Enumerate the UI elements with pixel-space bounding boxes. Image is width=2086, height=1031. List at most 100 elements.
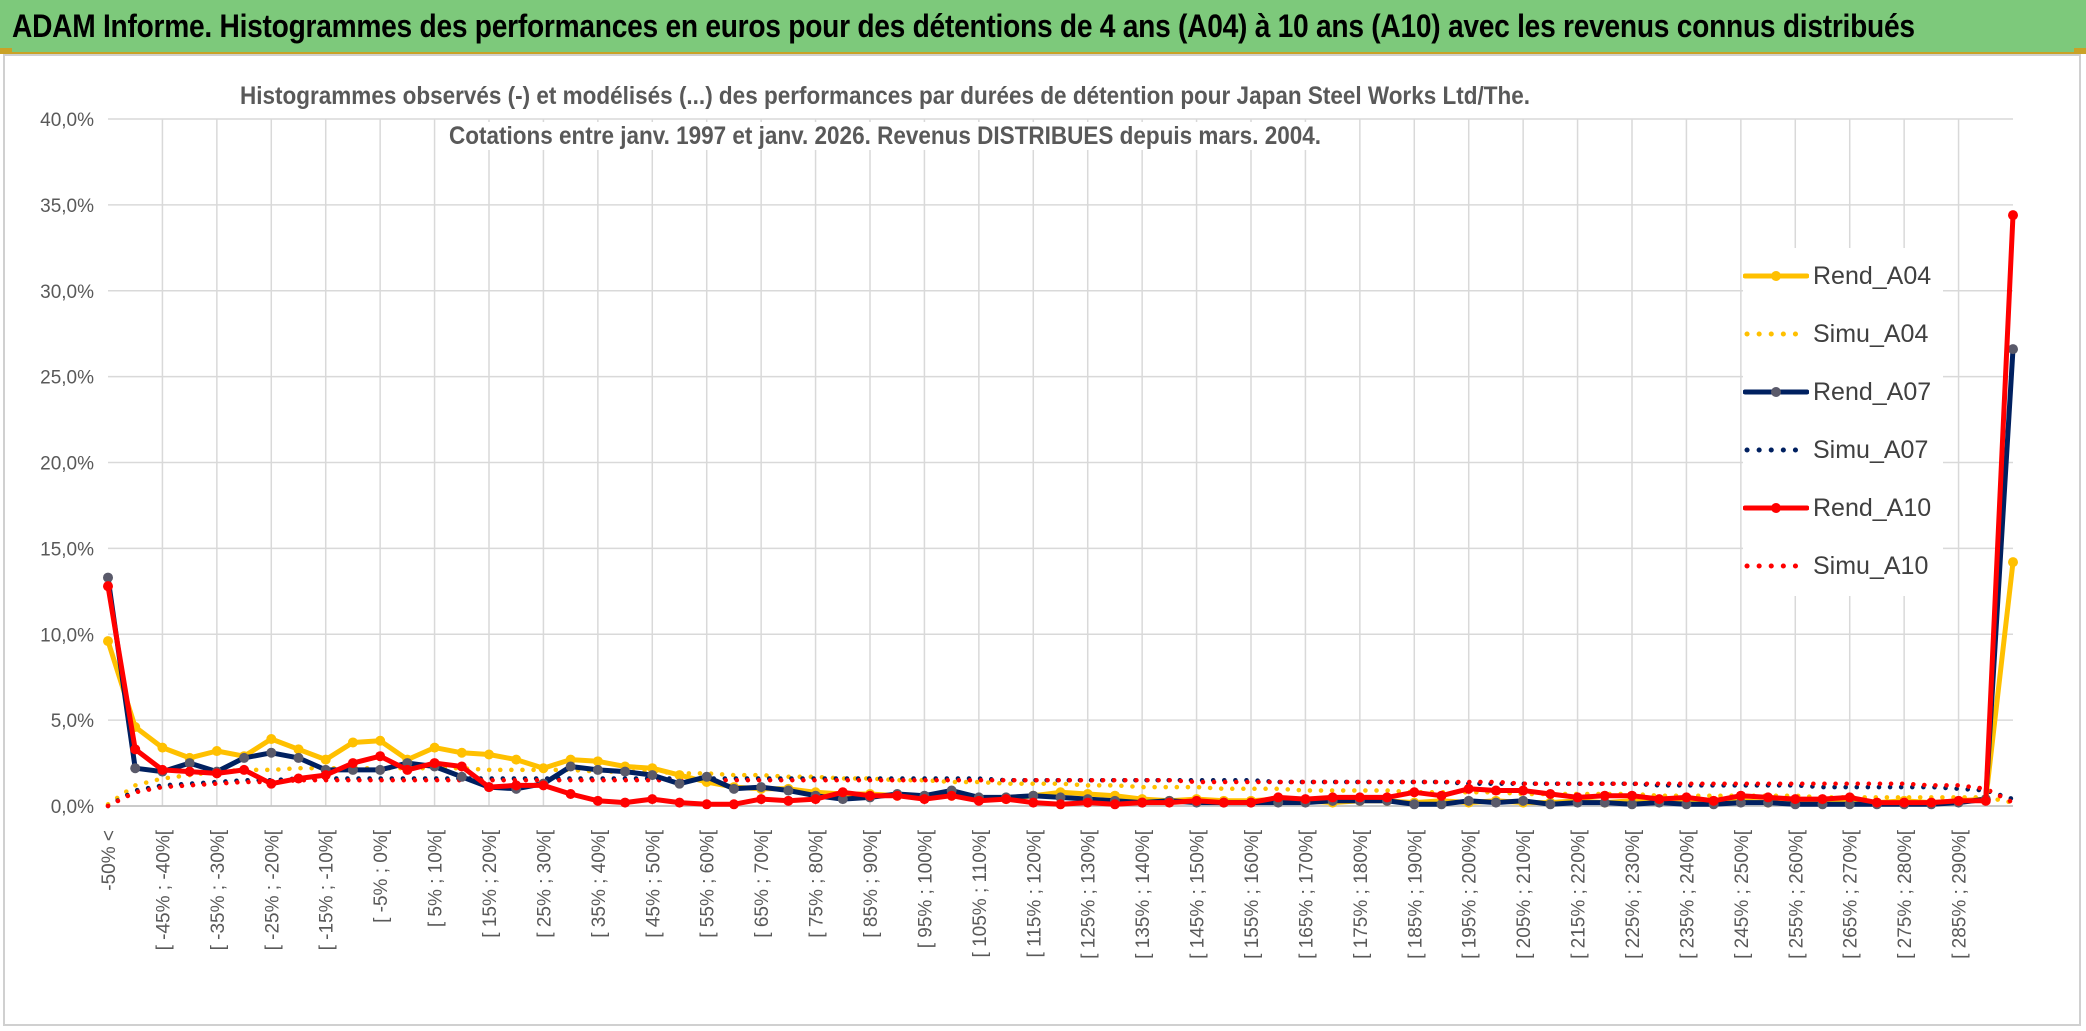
legend-item-simu-a10: Simu_A10 [1743,538,1943,596]
data-point [293,773,304,784]
x-tick-label: [ 145% ; 150%[ [1188,829,1209,959]
data-point [1790,794,1801,805]
data-point [1273,792,1284,803]
data-point [484,782,494,793]
data-point [1137,797,1148,808]
data-point [103,581,113,592]
data-point [266,747,277,758]
data-point [2008,210,2018,221]
x-tick-label: [ 5% ; 10%[ [426,829,447,927]
data-point [511,780,522,791]
legend-swatch-rend-a10 [1743,503,1809,513]
data-point [1436,799,1447,810]
x-tick-label: [ 115% ; 120%[ [1024,829,1045,957]
x-tick-label: [ 55% ; 60%[ [698,829,719,937]
data-point [429,758,440,769]
data-point [592,756,603,767]
data-point [1708,795,1719,806]
data-point [674,778,685,789]
data-point [157,764,168,775]
data-point [1844,792,1855,803]
legend-item-simu-a07: Simu_A07 [1743,422,1943,480]
x-tick-label: [ 105% ; 110%[ [970,829,991,957]
x-tick-label: [ 75% ; 80%[ [807,829,828,937]
data-point [1218,797,1229,808]
data-point [1191,795,1202,806]
x-tick-label: [ -45% ; -40%[ [153,829,174,950]
data-point [375,751,386,762]
series-rend-a10 [103,210,2018,810]
data-point [620,797,631,808]
data-point [2008,557,2018,568]
data-point [293,752,304,763]
data-point [592,795,603,806]
data-point [1844,799,1855,810]
y-tick-label: 15,0% [40,539,94,560]
data-point [674,770,685,781]
series-layer [103,210,2018,810]
data-point [865,790,875,801]
horizontal-gridlines [108,118,2013,807]
data-point [429,742,440,753]
histogram-chart: 0,0% 5,0% 10,0% 15,0% 20,0% 25,0% 30,0% 35,0% 40… [40,110,2018,959]
data-point [347,758,358,769]
x-tick-label: [ 275% ; 280%[ [1895,829,1916,959]
data-point [946,790,957,801]
x-tick-label: [ 125% ; 130%[ [1079,829,1100,959]
data-point [1001,794,1012,805]
y-tick-label: 30,0% [40,282,94,303]
x-tick-label: [ -5% ; 0%[ [371,829,392,923]
data-point [157,742,168,753]
data-point [375,735,386,746]
x-tick-label: [ -15% ; -10%[ [317,829,338,950]
data-point [239,764,250,775]
data-point [1518,785,1529,796]
data-point [2008,344,2018,355]
data-point [1654,794,1665,805]
data-point [1817,794,1828,805]
data-point [1028,790,1039,801]
data-point [783,785,794,796]
data-point [1899,797,1910,808]
data-point [211,746,222,757]
data-point [1926,797,1937,808]
data-point [484,749,494,760]
data-point [184,758,195,769]
data-point [810,794,821,805]
data-point [565,761,576,772]
data-point [1763,792,1774,803]
data-point [1545,788,1556,799]
data-point [1327,792,1338,803]
data-point [1409,799,1420,810]
data-point [211,768,222,779]
y-tick-label: 35,0% [40,196,94,217]
data-point [1599,790,1610,801]
data-point [1382,792,1393,803]
data-point [1028,797,1039,808]
data-point [1055,799,1066,810]
data-point [538,763,549,774]
data-point [266,778,277,789]
x-tick-label: [ 45% ; 50%[ [643,829,664,937]
data-point [1463,795,1474,806]
data-point [973,795,984,806]
data-point [647,794,658,805]
x-tick-label: [ -25% ; -20%[ [262,829,283,950]
x-tick-label: [ 245% ; 250%[ [1732,829,1753,959]
data-point [592,764,603,775]
chart-container: 0,0% 5,0% 10,0% 15,0% 20,0% 25,0% 30,0% 35,0% 40… [3,54,2081,1026]
data-point [130,763,141,774]
legend-swatch-simu-a07 [1744,447,1809,453]
x-tick-label: [ 165% ; 170%[ [1296,829,1317,959]
x-tick-label: [ 255% ; 260%[ [1786,829,1807,959]
x-tick-label: [ 205% ; 210%[ [1514,829,1535,959]
data-point [130,744,141,755]
series-simu-a10 [105,777,2016,809]
data-point [1409,787,1420,798]
data-point [103,636,113,647]
data-point [1490,797,1501,808]
x-tick-label: [ 135% ; 140%[ [1133,829,1154,959]
legend-item-simu-a04: Simu_A04 [1743,306,1943,364]
data-point [1082,797,1093,808]
data-point [1109,799,1120,810]
